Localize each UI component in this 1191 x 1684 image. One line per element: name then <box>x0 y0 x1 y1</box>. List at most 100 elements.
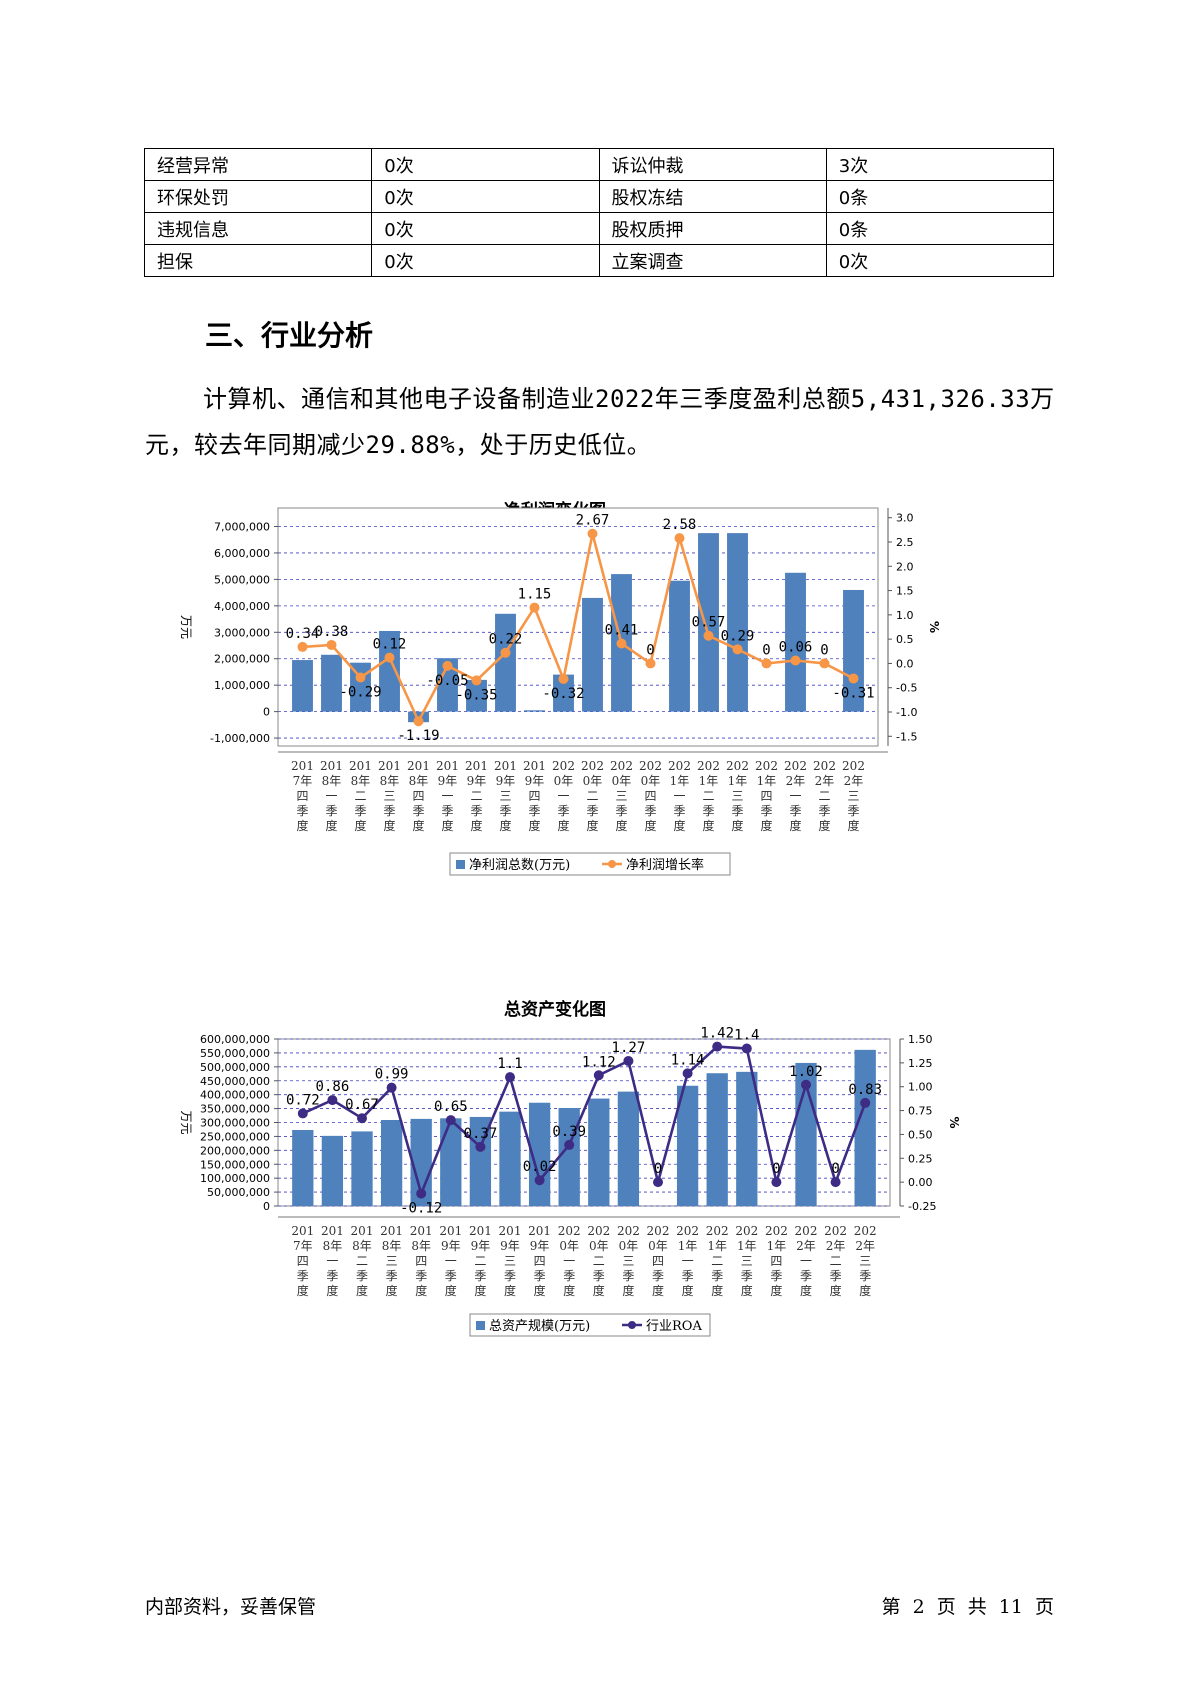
y-axis-title: 万元 <box>179 1110 193 1134</box>
bar <box>292 660 313 712</box>
x-tick-label: 202 1年三季度 <box>726 759 749 833</box>
data-label: -0.29 <box>339 685 381 701</box>
line-point <box>529 602 540 613</box>
bar <box>292 1130 314 1206</box>
x-tick-label: 202 0年二季度 <box>587 1224 610 1298</box>
line-point <box>475 1141 486 1152</box>
risk-item-value: 0次 <box>825 244 1055 277</box>
x-tick-label: 201 9年四季度 <box>528 1224 551 1298</box>
line-point <box>790 655 801 666</box>
data-label: 0.02 <box>523 1159 557 1175</box>
y2-axis-title: % <box>927 621 941 633</box>
data-label: 0.37 <box>464 1126 498 1142</box>
y2-tick-label: 0.50 <box>908 1128 933 1141</box>
y-tick-label: 3,000,000 <box>214 626 270 639</box>
line-point <box>442 660 453 671</box>
bar <box>558 1108 580 1206</box>
y-tick-label: 0 <box>263 1200 270 1213</box>
line-point <box>830 1177 841 1188</box>
x-tick-label: 202 2年二季度 <box>813 759 836 833</box>
line-point <box>386 1082 397 1093</box>
line-point <box>564 1139 575 1150</box>
data-label: -0.05 <box>426 673 468 689</box>
line-point <box>357 1113 367 1124</box>
bar <box>785 572 806 712</box>
y-tick-label: 150,000,000 <box>200 1158 270 1171</box>
line-point <box>741 1043 752 1054</box>
data-label: 0.22 <box>489 632 523 648</box>
line-point <box>801 1079 811 1090</box>
data-label: 1.42 <box>700 1026 734 1042</box>
risk-info-table: 经营异常 0次 诉讼仲裁 3次 环保处罚 0次 股权冻结 0条 违规信息 0次 股权质押 0条 担保 0次… <box>143 148 1055 277</box>
bar <box>469 1116 492 1206</box>
x-tick-label: 202 1年四季度 <box>755 759 778 833</box>
x-tick-label: 202 2年二季度 <box>824 1224 847 1298</box>
line-point <box>653 1177 663 1188</box>
line-point <box>505 1072 515 1083</box>
data-label: 0.29 <box>721 628 755 644</box>
bar <box>727 533 748 712</box>
x-tick-label: 201 8年一季度 <box>320 759 343 833</box>
data-label: 0.72 <box>286 1092 320 1108</box>
line-point <box>471 675 482 686</box>
risk-item-value: 0次 <box>371 244 600 277</box>
y-tick-label: 350,000,000 <box>200 1103 270 1116</box>
line-point <box>355 672 366 683</box>
data-label: 0.67 <box>345 1097 379 1113</box>
y-tick-label: 600,000,000 <box>200 1033 270 1046</box>
line-point <box>645 658 656 669</box>
chart-svg: 净利润变化图-1,000,00001,000,0002,000,0003,000… <box>179 500 941 876</box>
y-tick-label: 0 <box>263 706 270 719</box>
risk-item-label: 立案调查 <box>598 244 827 277</box>
y-tick-label: 500,000,000 <box>200 1061 270 1074</box>
data-label: -1.19 <box>397 728 439 744</box>
risk-table-row: 经营异常 0次 诉讼仲裁 3次 <box>143 148 1055 181</box>
line-point <box>860 1097 871 1108</box>
data-label: 1.4 <box>734 1028 759 1044</box>
bar <box>437 658 458 712</box>
line-point <box>416 1188 427 1199</box>
data-label: 0.38 <box>315 624 349 640</box>
y-tick-label: 200,000,000 <box>200 1144 270 1157</box>
data-label: 1.12 <box>582 1054 616 1070</box>
data-label: 1.14 <box>671 1052 705 1068</box>
bar <box>499 1111 521 1206</box>
line-point <box>593 1070 604 1081</box>
x-tick-label: 201 9年一季度 <box>439 1224 462 1298</box>
risk-item-value: 0次 <box>371 212 600 245</box>
risk-item-label: 违规信息 <box>143 212 373 245</box>
bar <box>440 1118 462 1206</box>
y2-tick-label: 1.5 <box>896 585 914 598</box>
line-point <box>682 1068 693 1079</box>
legend-box <box>469 1313 711 1337</box>
y2-tick-label: 0.25 <box>908 1152 933 1165</box>
x-tick-label: 201 9年四季度 <box>523 759 546 833</box>
x-tick-label: 202 1年一季度 <box>668 759 691 833</box>
x-tick-label: 202 0年一季度 <box>552 759 575 833</box>
y-tick-label: 100,000,000 <box>200 1172 270 1185</box>
data-label: 0 <box>772 1161 780 1177</box>
legend-label: 总资产规模(万元) <box>489 1319 590 1334</box>
y-axis-title: 万元 <box>179 615 193 639</box>
data-label: 0 <box>654 1161 662 1177</box>
x-tick-label: 202 0年二季度 <box>581 759 604 833</box>
y2-tick-label: -0.5 <box>896 682 917 695</box>
risk-table-row: 担保 0次 立案调查 0次 <box>143 244 1055 277</box>
data-label: 0.41 <box>605 623 639 639</box>
x-tick-label: 202 1年三季度 <box>735 1224 758 1298</box>
bar <box>736 1071 758 1206</box>
x-tick-label: 202 0年三季度 <box>617 1224 640 1298</box>
data-label: 0 <box>820 642 828 658</box>
line-point <box>712 1041 723 1052</box>
legend-label: 行业ROA <box>646 1319 702 1334</box>
data-label: 2.58 <box>663 517 697 533</box>
data-label: 0.34 <box>286 626 320 642</box>
data-label: 0.86 <box>316 1079 350 1095</box>
plot-area <box>277 507 879 747</box>
y2-tick-label: 0.5 <box>896 633 914 646</box>
legend-line-marker <box>608 860 616 868</box>
x-tick-label: 202 1年一季度 <box>676 1224 699 1298</box>
x-tick-label: 201 9年一季度 <box>436 759 459 833</box>
x-tick-label: 201 8年四季度 <box>410 1224 433 1298</box>
bar <box>379 630 400 712</box>
